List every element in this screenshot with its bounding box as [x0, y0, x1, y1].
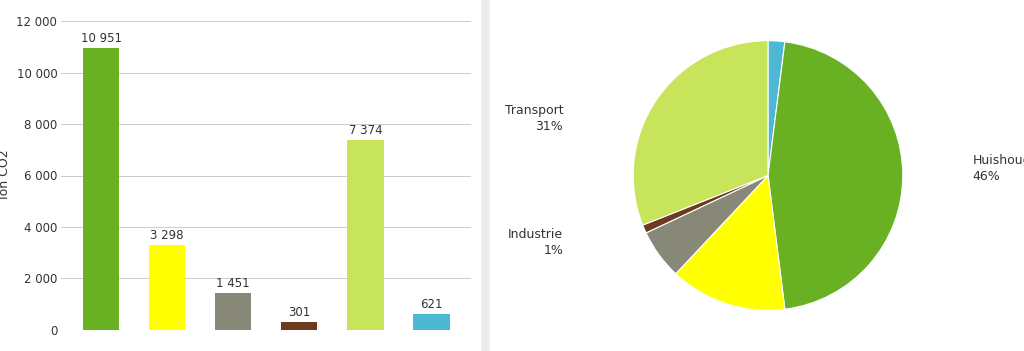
Text: Huishoudens
46%: Huishoudens 46%: [973, 154, 1024, 183]
Bar: [414, 314, 450, 330]
Text: 3 298: 3 298: [151, 229, 184, 242]
Wedge shape: [676, 176, 784, 310]
Bar: [215, 293, 251, 330]
Wedge shape: [768, 41, 784, 176]
Bar: [282, 322, 317, 330]
Wedge shape: [646, 176, 768, 274]
Text: Transport
31%: Transport 31%: [505, 104, 563, 133]
Bar: [148, 245, 185, 330]
Bar: [347, 140, 384, 330]
Text: 621: 621: [420, 298, 442, 311]
Wedge shape: [768, 42, 903, 309]
Wedge shape: [643, 176, 768, 233]
Text: 7 374: 7 374: [348, 124, 382, 137]
Text: 10 951: 10 951: [81, 32, 122, 45]
Y-axis label: Ton CO2: Ton CO2: [0, 150, 11, 201]
Text: 1 451: 1 451: [216, 277, 250, 290]
Text: 301: 301: [288, 306, 310, 319]
Text: Industrie
1%: Industrie 1%: [508, 229, 563, 257]
Bar: [83, 48, 119, 330]
Wedge shape: [633, 41, 768, 225]
